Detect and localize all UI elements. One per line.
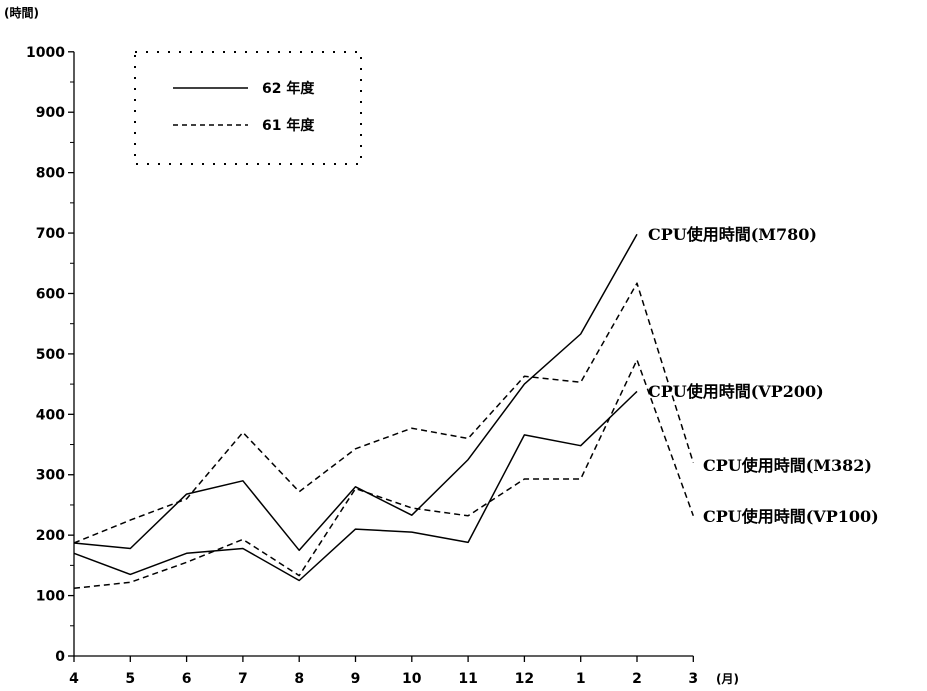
- y-tick-label: 300: [36, 468, 65, 484]
- y-axis-unit: (時間): [4, 5, 39, 20]
- x-tick-label: 6: [182, 671, 192, 687]
- y-tick-label: 500: [36, 347, 65, 363]
- series-line-3: [73, 359, 695, 590]
- x-tick-label: 8: [294, 671, 304, 687]
- x-tick-label: 11: [458, 671, 477, 687]
- series-layer: [73, 233, 695, 590]
- x-tick-label: 12: [515, 671, 534, 687]
- legend-box: [134, 51, 362, 165]
- x-tick-label: 10: [402, 671, 422, 687]
- y-tick-label: 200: [36, 528, 65, 544]
- series-label-vp100: CPU使用時間(VP100): [703, 507, 879, 526]
- y-tick-label: 600: [36, 286, 65, 302]
- series-line-1: [73, 390, 638, 582]
- y-tick-label: 1000: [26, 45, 65, 61]
- y-tick-label: 700: [36, 226, 65, 242]
- series-label-vp200: CPU使用時間(VP200): [648, 382, 824, 401]
- x-tick-label: 1: [576, 671, 586, 687]
- legend: 62 年度 61 年度: [134, 51, 362, 165]
- x-tick-label: 5: [125, 671, 135, 687]
- x-axis-unit: (月): [716, 672, 739, 686]
- x-tick-label: 4: [69, 671, 79, 687]
- series-line-0: [73, 233, 638, 552]
- y-tick-label: 100: [36, 589, 65, 605]
- legend-label-61: 61 年度: [262, 117, 315, 134]
- x-tick-label: 2: [632, 671, 642, 687]
- x-tick-label: 9: [351, 671, 361, 687]
- axes: 0 100 200 300 400 500 600 700 800 900 1000 4 5 6 7 8 9 10…: [26, 45, 698, 687]
- y-tick-label: 800: [36, 166, 65, 182]
- y-tick-label: 0: [55, 649, 65, 665]
- series-label-m382: CPU使用時間(M382): [703, 456, 872, 475]
- x-tick-label: 7: [238, 671, 248, 687]
- series-line-2: [73, 282, 695, 544]
- legend-label-62: 62 年度: [262, 80, 315, 97]
- series-labels: CPU使用時間(M780) CPU使用時間(VP200) CPU使用時間(M38…: [648, 225, 879, 526]
- y-tick-label: 400: [36, 407, 65, 423]
- x-tick-label: 3: [688, 671, 698, 687]
- series-label-m780: CPU使用時間(M780): [648, 225, 817, 244]
- y-tick-label: 900: [36, 105, 65, 121]
